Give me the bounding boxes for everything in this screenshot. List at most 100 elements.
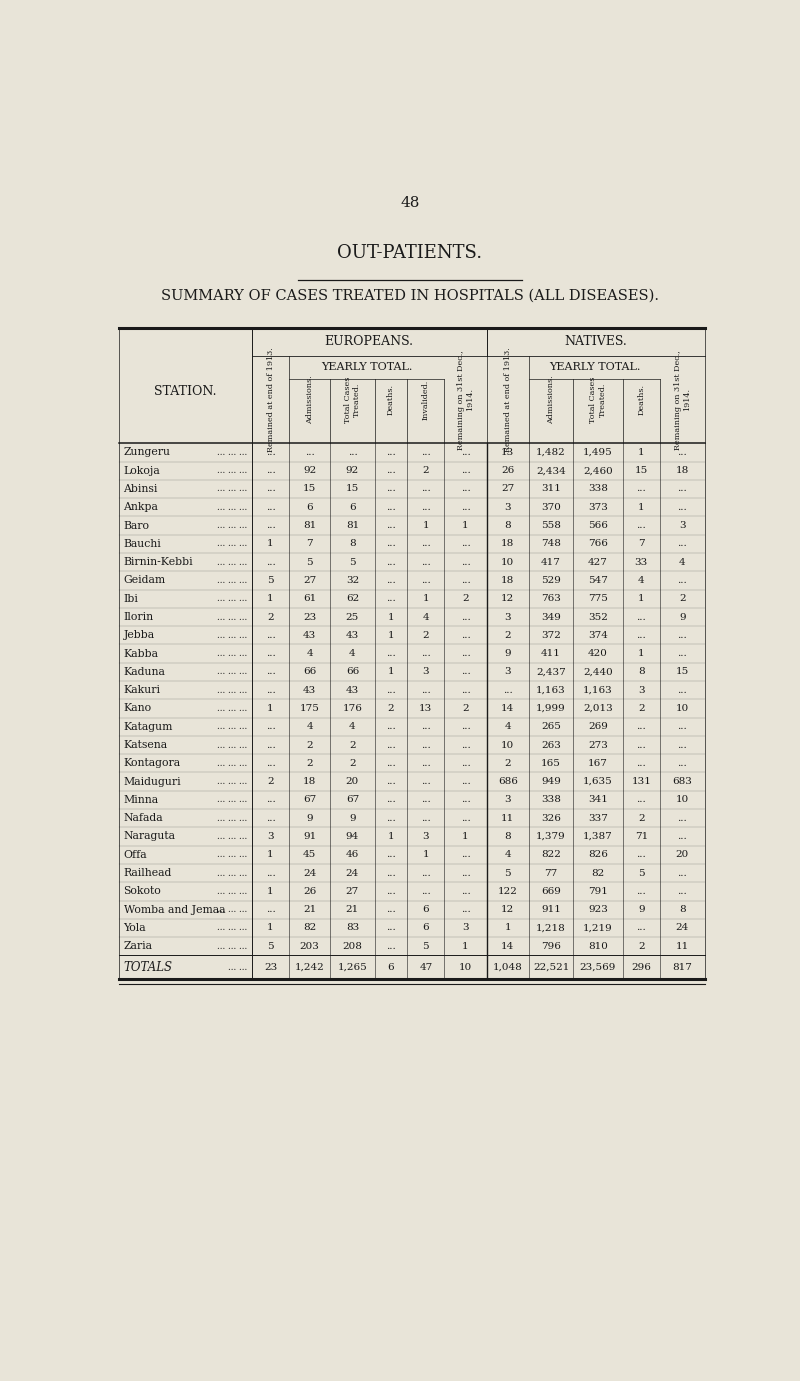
Text: 13: 13	[419, 704, 433, 713]
Text: 6: 6	[388, 963, 394, 972]
Text: 22,521: 22,521	[533, 963, 570, 972]
Text: 18: 18	[501, 540, 514, 548]
Text: Jebba: Jebba	[123, 630, 154, 641]
Text: 2: 2	[638, 942, 645, 950]
Text: ...: ...	[266, 521, 275, 530]
Text: TOTALS: TOTALS	[123, 961, 173, 974]
Text: 683: 683	[672, 778, 692, 786]
Text: 2,013: 2,013	[583, 704, 613, 713]
Text: ...: ...	[386, 576, 396, 586]
Text: ... ... ...: ... ... ...	[217, 613, 247, 621]
Text: 326: 326	[541, 813, 561, 823]
Text: 8: 8	[679, 905, 686, 914]
Text: ...: ...	[461, 778, 470, 786]
Text: 1: 1	[422, 594, 429, 603]
Text: ...: ...	[266, 485, 275, 493]
Text: 1: 1	[422, 851, 429, 859]
Text: ...: ...	[637, 722, 646, 732]
Text: 1: 1	[388, 613, 394, 621]
Text: ...: ...	[678, 540, 687, 548]
Text: Kaduna: Kaduna	[123, 667, 166, 677]
Text: ... ... ...: ... ... ...	[217, 758, 247, 768]
Text: 3: 3	[422, 667, 429, 677]
Text: 9: 9	[504, 649, 511, 659]
Text: 9: 9	[638, 905, 645, 914]
Text: Geidam: Geidam	[123, 576, 166, 586]
Text: 94: 94	[346, 831, 359, 841]
Text: 21: 21	[346, 905, 359, 914]
Text: 1,495: 1,495	[583, 447, 613, 457]
Text: ...: ...	[266, 813, 275, 823]
Text: Birnin-Kebbi: Birnin-Kebbi	[123, 557, 193, 568]
Text: 5: 5	[267, 576, 274, 586]
Text: 1: 1	[462, 942, 469, 950]
Text: 3: 3	[504, 667, 511, 677]
Text: 775: 775	[588, 594, 608, 603]
Text: 669: 669	[541, 887, 561, 896]
Text: ...: ...	[461, 722, 470, 732]
Text: ...: ...	[637, 631, 646, 639]
Text: 1: 1	[462, 831, 469, 841]
Text: 4: 4	[679, 558, 686, 566]
Text: Zaria: Zaria	[123, 942, 153, 952]
Text: 4: 4	[349, 722, 356, 732]
Text: 43: 43	[303, 686, 316, 695]
Text: ...: ...	[266, 905, 275, 914]
Text: 8: 8	[349, 540, 356, 548]
Text: Deaths.: Deaths.	[387, 384, 395, 416]
Text: 1: 1	[267, 851, 274, 859]
Text: 4: 4	[504, 722, 511, 732]
Text: ...: ...	[637, 887, 646, 896]
Text: 1,219: 1,219	[583, 924, 613, 932]
Text: 810: 810	[588, 942, 608, 950]
Text: 337: 337	[588, 813, 608, 823]
Text: 12: 12	[501, 594, 514, 603]
Text: STATION.: STATION.	[154, 385, 217, 398]
Text: ...: ...	[461, 905, 470, 914]
Text: Ibi: Ibi	[123, 594, 138, 603]
Text: 1: 1	[504, 924, 511, 932]
Text: 8: 8	[504, 521, 511, 530]
Text: 1,635: 1,635	[583, 778, 613, 786]
Text: 1,048: 1,048	[493, 963, 522, 972]
Text: 92: 92	[303, 467, 316, 475]
Text: ...: ...	[461, 795, 470, 804]
Text: Kontagora: Kontagora	[123, 758, 181, 768]
Text: 370: 370	[541, 503, 561, 512]
Text: ... ... ...: ... ... ...	[217, 942, 247, 950]
Text: ...: ...	[386, 758, 396, 768]
Text: 10: 10	[676, 795, 689, 804]
Text: 1: 1	[388, 831, 394, 841]
Text: 77: 77	[545, 869, 558, 877]
Text: 3: 3	[267, 831, 274, 841]
Text: 2,460: 2,460	[583, 467, 613, 475]
Text: 9: 9	[349, 813, 356, 823]
Text: ...: ...	[461, 631, 470, 639]
Text: ...: ...	[678, 813, 687, 823]
Text: 2: 2	[422, 631, 429, 639]
Text: Minna: Minna	[123, 795, 158, 805]
Text: 2: 2	[267, 778, 274, 786]
Text: 686: 686	[498, 778, 518, 786]
Text: ...: ...	[266, 667, 275, 677]
Text: 263: 263	[541, 740, 561, 750]
Text: ...: ...	[461, 851, 470, 859]
Text: 269: 269	[588, 722, 608, 732]
Text: ... ... ...: ... ... ...	[217, 831, 247, 841]
Text: ...: ...	[421, 722, 430, 732]
Text: Remaining on 31st Dec.,
1914.: Remaining on 31st Dec., 1914.	[674, 349, 691, 450]
Text: Lokoja: Lokoja	[123, 465, 160, 475]
Text: 3: 3	[679, 521, 686, 530]
Text: 27: 27	[346, 887, 359, 896]
Text: ... ... ...: ... ... ...	[217, 686, 247, 695]
Text: 341: 341	[588, 795, 608, 804]
Text: 417: 417	[541, 558, 561, 566]
Text: 2: 2	[306, 758, 313, 768]
Text: Kabba: Kabba	[123, 649, 158, 659]
Text: ...: ...	[386, 942, 396, 950]
Text: ...: ...	[678, 887, 687, 896]
Text: ...: ...	[637, 795, 646, 804]
Text: 15: 15	[346, 485, 359, 493]
Text: 81: 81	[303, 521, 316, 530]
Text: ...: ...	[266, 558, 275, 566]
